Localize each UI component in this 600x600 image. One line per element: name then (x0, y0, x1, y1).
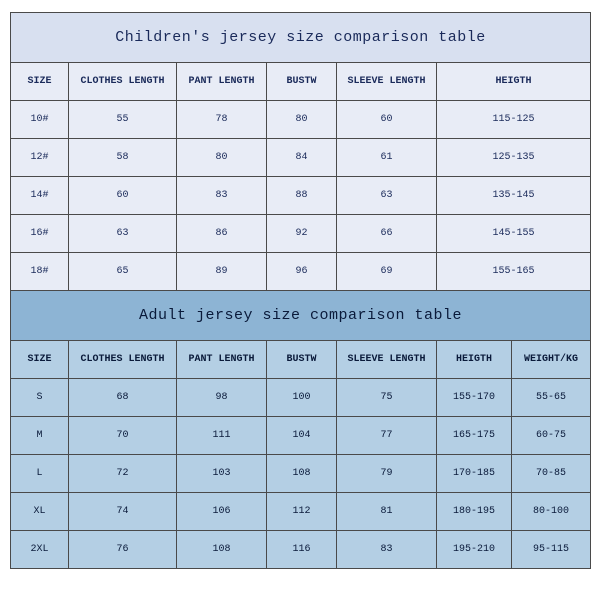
adult_table-cell: 95-115 (512, 531, 591, 569)
children_table-cell: 84 (267, 139, 337, 177)
adult_table-header-cell: SLEEVE LENGTH (337, 341, 437, 379)
children_table-cell: 55 (69, 101, 177, 139)
adult_table-cell: 76 (69, 531, 177, 569)
adult_table-cell: 165-175 (437, 417, 512, 455)
adult_table-cell: 80-100 (512, 493, 591, 531)
adult_table-cell: 170-185 (437, 455, 512, 493)
adult_table-header-cell: CLOTHES LENGTH (69, 341, 177, 379)
adult_table-cell: 108 (177, 531, 267, 569)
children_table-cell: 60 (337, 101, 437, 139)
adult_table-cell: 60-75 (512, 417, 591, 455)
adult_table-cell: 81 (337, 493, 437, 531)
children_table-cell: 78 (177, 101, 267, 139)
adult_table-cell: 74 (69, 493, 177, 531)
children_table-cell: 14# (11, 177, 69, 215)
adult_table-cell: 195-210 (437, 531, 512, 569)
adult_table-header-cell: SIZE (11, 341, 69, 379)
adult_table-cell: 112 (267, 493, 337, 531)
children_table-cell: 145-155 (437, 215, 591, 253)
adult_table-cell: 2XL (11, 531, 69, 569)
size-chart-container: Children's jersey size comparison tableS… (0, 0, 600, 581)
adult_table-cell: 180-195 (437, 493, 512, 531)
adult_table-cell: 108 (267, 455, 337, 493)
children_table-cell: 80 (177, 139, 267, 177)
children_table-cell: 135-145 (437, 177, 591, 215)
children_table-cell: 58 (69, 139, 177, 177)
adult_table-cell: XL (11, 493, 69, 531)
adult_table-row: L7210310879170-18570-85 (11, 455, 591, 493)
adult_table-cell: 72 (69, 455, 177, 493)
children_table-cell: 66 (337, 215, 437, 253)
children_table-cell: 63 (337, 177, 437, 215)
adult_table-row: 2XL7610811683195-21095-115 (11, 531, 591, 569)
adult_table-cell: 111 (177, 417, 267, 455)
children_table-row: 16#63869266145-155 (11, 215, 591, 253)
children_table-header-cell: SLEEVE LENGTH (337, 63, 437, 101)
children_table-cell: 115-125 (437, 101, 591, 139)
adult_table-row: M7011110477165-17560-75 (11, 417, 591, 455)
children_table-cell: 16# (11, 215, 69, 253)
children_table-header-cell: PANT LENGTH (177, 63, 267, 101)
adult_table-cell: 106 (177, 493, 267, 531)
adult_table-cell: 98 (177, 379, 267, 417)
children_table-cell: 61 (337, 139, 437, 177)
children_table-cell: 92 (267, 215, 337, 253)
children_table-cell: 69 (337, 253, 437, 291)
size-tables: Children's jersey size comparison tableS… (10, 12, 591, 569)
children_table-header-cell: SIZE (11, 63, 69, 101)
adult_table-title: Adult jersey size comparison table (11, 291, 591, 341)
adult_table-cell: S (11, 379, 69, 417)
adult_table-cell: 155-170 (437, 379, 512, 417)
adult_table-row: S689810075155-17055-65 (11, 379, 591, 417)
children_table-cell: 18# (11, 253, 69, 291)
children_table-title: Children's jersey size comparison table (11, 13, 591, 63)
children_table-header-cell: BUSTW (267, 63, 337, 101)
adult_table-cell: M (11, 417, 69, 455)
adult_table-cell: 104 (267, 417, 337, 455)
adult_table-cell: 55-65 (512, 379, 591, 417)
adult_table-cell: 100 (267, 379, 337, 417)
adult_table-cell: L (11, 455, 69, 493)
children_table-row: 12#58808461125-135 (11, 139, 591, 177)
children_table-cell: 155-165 (437, 253, 591, 291)
children_table-row: 14#60838863135-145 (11, 177, 591, 215)
adult_table-header-cell: HEIGTH (437, 341, 512, 379)
children_table-cell: 65 (69, 253, 177, 291)
children_table-cell: 89 (177, 253, 267, 291)
adult_table-cell: 103 (177, 455, 267, 493)
children_table-header-cell: CLOTHES LENGTH (69, 63, 177, 101)
adult_table-cell: 79 (337, 455, 437, 493)
children_table-row: 10#55788060115-125 (11, 101, 591, 139)
adult_table-header-cell: PANT LENGTH (177, 341, 267, 379)
children_table-header-cell: HEIGTH (437, 63, 591, 101)
children_table-cell: 10# (11, 101, 69, 139)
adult_table-cell: 68 (69, 379, 177, 417)
children_table-cell: 96 (267, 253, 337, 291)
children_table-cell: 63 (69, 215, 177, 253)
adult_table-cell: 70 (69, 417, 177, 455)
adult_table-header-cell: BUSTW (267, 341, 337, 379)
children_table-cell: 83 (177, 177, 267, 215)
adult_table-cell: 75 (337, 379, 437, 417)
adult_table-cell: 116 (267, 531, 337, 569)
adult_table-cell: 77 (337, 417, 437, 455)
adult_table-row: XL7410611281180-19580-100 (11, 493, 591, 531)
children_table-cell: 125-135 (437, 139, 591, 177)
adult_table-cell: 83 (337, 531, 437, 569)
adult_table-cell: 70-85 (512, 455, 591, 493)
children_table-cell: 88 (267, 177, 337, 215)
children_table-cell: 80 (267, 101, 337, 139)
children_table-row: 18#65899669155-165 (11, 253, 591, 291)
children_table-cell: 86 (177, 215, 267, 253)
adult_table-header-cell: WEIGHT/KG (512, 341, 591, 379)
children_table-cell: 60 (69, 177, 177, 215)
children_table-cell: 12# (11, 139, 69, 177)
